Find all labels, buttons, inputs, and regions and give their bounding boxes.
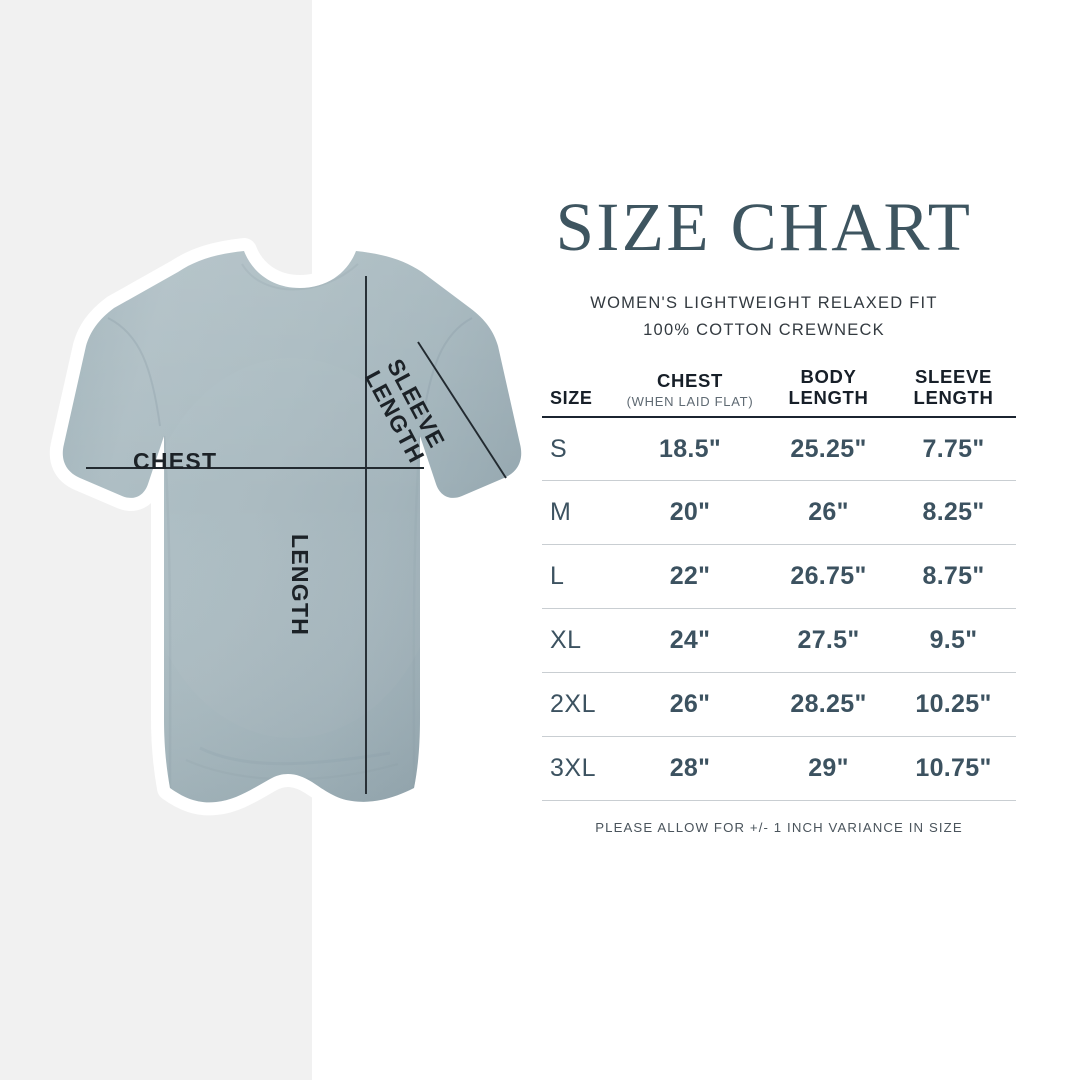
- product-photo: [0, 238, 540, 888]
- column-header-size-label: SIZE: [550, 388, 593, 409]
- table-row: L 22" 26.75" 8.75": [542, 544, 1016, 610]
- cell-chest: 20": [614, 480, 766, 546]
- column-header-body-length-line1: BODY: [800, 366, 857, 387]
- table-row: S 18.5" 25.25" 7.75": [542, 416, 1016, 482]
- cell-sleeve-length: 10.25": [891, 672, 1016, 738]
- product-subtitle: WOMEN'S LIGHTWEIGHT RELAXED FIT 100% COT…: [512, 290, 1016, 343]
- cell-chest: 28": [614, 736, 766, 802]
- cell-body-length: 25.25": [766, 416, 891, 482]
- page-title: SIZE CHART: [555, 189, 973, 265]
- column-header-sleeve-length-line1: SLEEVE: [915, 366, 992, 387]
- cell-size: XL: [542, 608, 614, 674]
- cell-size: L: [542, 544, 614, 610]
- sleeve-guide-line: [417, 341, 507, 479]
- measurement-guides: [86, 276, 507, 794]
- cell-sleeve-length: 9.5": [891, 608, 1016, 674]
- cell-sleeve-length: 8.25": [891, 480, 1016, 546]
- cell-size: 3XL: [542, 736, 614, 802]
- cell-size: S: [542, 416, 614, 482]
- cell-body-length: 28.25": [766, 672, 891, 738]
- column-header-chest-label: CHEST: [657, 370, 723, 392]
- column-header-sleeve-length-line2: LENGTH: [913, 387, 994, 409]
- table-header: SIZE CHEST (WHEN LAID FLAT) BODY LENGTH …: [542, 366, 1016, 417]
- cell-sleeve-length: 7.75": [891, 416, 1016, 482]
- size-measurements-table: SIZE CHEST (WHEN LAID FLAT) BODY LENGTH …: [542, 366, 1016, 802]
- column-header-size: SIZE: [542, 366, 614, 417]
- cell-body-length: 26": [766, 480, 891, 546]
- cell-body-length: 27.5": [766, 608, 891, 674]
- cell-size: 2XL: [542, 672, 614, 738]
- cell-chest: 26": [614, 672, 766, 738]
- size-chart-panel: SIZE CHART WOMEN'S LIGHTWEIGHT RELAXED F…: [512, 0, 1080, 1080]
- product-subtitle-line2: 100% COTTON CREWNECK: [643, 320, 885, 339]
- column-header-chest: CHEST (WHEN LAID FLAT): [614, 366, 766, 417]
- column-header-chest-sublabel: (WHEN LAID FLAT): [626, 393, 754, 409]
- cell-sleeve-length: 8.75": [891, 544, 1016, 610]
- cell-body-length: 26.75": [766, 544, 891, 610]
- table-header-row: SIZE CHEST (WHEN LAID FLAT) BODY LENGTH …: [542, 366, 1016, 417]
- garment-body: [62, 251, 522, 803]
- column-header-body-length-line2: LENGTH: [788, 387, 869, 409]
- cell-sleeve-length: 10.75": [891, 736, 1016, 802]
- table-body: S 18.5" 25.25" 7.75" M 20" 26" 8.25" L 2…: [542, 416, 1016, 802]
- cell-chest: 18.5": [614, 416, 766, 482]
- cell-chest: 22": [614, 544, 766, 610]
- variance-footnote: PLEASE ALLOW FOR +/- 1 INCH VARIANCE IN …: [595, 820, 963, 835]
- column-header-sleeve-length: SLEEVE LENGTH: [891, 366, 1016, 417]
- table-row: M 20" 26" 8.25": [542, 480, 1016, 546]
- cell-chest: 24": [614, 608, 766, 674]
- cell-size: M: [542, 480, 614, 546]
- table-row: XL 24" 27.5" 9.5": [542, 608, 1016, 674]
- product-subtitle-line1: WOMEN'S LIGHTWEIGHT RELAXED FIT: [590, 294, 938, 312]
- table-row: 2XL 26" 28.25" 10.25": [542, 672, 1016, 738]
- table-row: 3XL 28" 29" 10.75": [542, 736, 1016, 802]
- column-header-body-length: BODY LENGTH: [766, 366, 891, 417]
- cell-body-length: 29": [766, 736, 891, 802]
